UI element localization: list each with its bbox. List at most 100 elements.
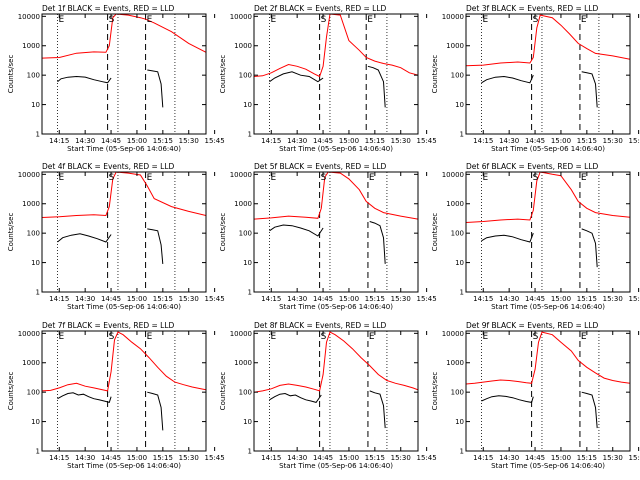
x-tick-label: 15:45 [205, 295, 225, 303]
x-tick-label: 14:15 [473, 137, 493, 145]
x-tick-label: 15:45 [629, 295, 640, 303]
x-tick-label: 15:15 [153, 454, 173, 462]
time-marker-label: S [321, 173, 327, 183]
x-tick-label: 15:00 [339, 295, 359, 303]
y-tick-label: 1 [460, 448, 464, 456]
events-series-line [147, 69, 164, 108]
y-tick-label: 1000 [234, 359, 252, 367]
x-tick-label: 14:30 [75, 454, 95, 462]
x-tick-label: 14:15 [261, 295, 281, 303]
x-tick-label: 15:45 [629, 454, 640, 462]
y-tick-label: 100 [239, 72, 252, 80]
y-axis-label: Counts/sec [219, 213, 227, 252]
plot-series [466, 14, 630, 108]
x-tick-label: 14:45 [313, 295, 333, 303]
x-tick-label: 15:45 [205, 454, 225, 462]
y-tick-label: 1 [460, 131, 464, 139]
x-axis-label: Start Time (05-Sep-06 14:06:40) [67, 303, 181, 311]
x-tick-label: 15:30 [179, 454, 199, 462]
x-tick-label: 14:15 [49, 137, 69, 145]
x-tick-label: 15:00 [551, 295, 571, 303]
y-tick-label: 100 [451, 230, 464, 238]
time-marker-label: S [109, 15, 115, 25]
time-marker-label: E [271, 173, 277, 183]
x-tick-label: 15:00 [127, 295, 147, 303]
time-marker-label: S [533, 332, 539, 342]
y-axis-label: Counts/sec [431, 213, 439, 252]
time-marker-label: E [369, 332, 375, 342]
y-tick-label: 1000 [22, 359, 40, 367]
events-series-line [367, 65, 386, 108]
x-tick-label: 15:00 [339, 454, 359, 462]
x-tick-label: 14:30 [287, 295, 307, 303]
time-marker-label: E [271, 332, 277, 342]
y-axis-label: Counts/sec [7, 372, 15, 411]
x-tick-label: 15:15 [153, 295, 173, 303]
x-tick-label: 14:45 [313, 137, 333, 145]
y-tick-label: 10000 [230, 171, 252, 179]
x-tick-label: 14:15 [49, 295, 69, 303]
plot-title: Det 3f BLACK = Events, RED = LLD [466, 4, 599, 13]
detector-plot-5: Det 5f BLACK = Events, RED = LLD S E E 14:15… [219, 162, 437, 311]
x-tick-label: 15:45 [417, 295, 437, 303]
plot-frame [253, 330, 419, 452]
lld-series-line [254, 14, 418, 78]
plot-title: Det 7f BLACK = Events, RED = LLD [42, 321, 175, 330]
y-tick-label: 10 [243, 101, 252, 109]
time-marker-label: E [147, 173, 153, 183]
events-series-line [269, 224, 324, 237]
plot-frame [253, 171, 419, 293]
plot-title: Det 2f BLACK = Events, RED = LLD [254, 4, 387, 13]
plot-frame [465, 13, 631, 135]
y-axis-label: Counts/sec [219, 372, 227, 411]
y-tick-label: 100 [451, 389, 464, 397]
y-tick-label: 1 [36, 448, 40, 456]
lld-series-line [466, 172, 630, 223]
plot-title: Det 6f BLACK = Events, RED = LLD [466, 162, 599, 171]
y-tick-label: 100 [27, 72, 40, 80]
x-tick-label: 14:15 [473, 454, 493, 462]
plot-title: Det 9f BLACK = Events, RED = LLD [466, 321, 599, 330]
x-tick-label: 14:45 [525, 454, 545, 462]
time-marker-label: E [59, 332, 65, 342]
y-tick-label: 100 [239, 230, 252, 238]
y-tick-label: 10000 [442, 13, 464, 21]
y-tick-label: 10 [31, 418, 40, 426]
y-axis-label: Counts/sec [7, 213, 15, 252]
plot-frame [465, 330, 631, 452]
detector-plot-3: Det 3f BLACK = Events, RED = LLD S E E 14:15… [431, 4, 640, 153]
plot-series [254, 331, 418, 429]
x-tick-label: 14:30 [499, 295, 519, 303]
events-series-line [369, 221, 386, 264]
y-axis-label: Counts/sec [7, 55, 15, 94]
x-tick-label: 14:15 [473, 295, 493, 303]
lld-series-line [254, 172, 418, 220]
y-tick-label: 1 [248, 289, 252, 297]
lld-series-line [254, 331, 418, 393]
time-marker-label: E [369, 173, 375, 183]
x-tick-label: 14:15 [261, 137, 281, 145]
y-tick-label: 100 [451, 72, 464, 80]
x-tick-label: 15:45 [417, 137, 437, 145]
events-series-line [481, 74, 534, 84]
y-tick-label: 10000 [18, 171, 40, 179]
x-tick-label: 15:30 [179, 137, 199, 145]
detector-plot-2: Det 2f BLACK = Events, RED = LLD S E E 14:15… [219, 4, 437, 153]
y-tick-label: 10000 [18, 330, 40, 338]
plot-frame [253, 13, 419, 135]
plot-title: Det 8f BLACK = Events, RED = LLD [254, 321, 387, 330]
plot-title: Det 1f BLACK = Events, RED = LLD [42, 4, 175, 13]
time-marker-label: E [367, 15, 373, 25]
x-axis-label: Start Time (05-Sep-06 14:06:40) [491, 145, 605, 153]
lld-series-line [466, 14, 630, 67]
plot-title: Det 4f BLACK = Events, RED = LLD [42, 162, 175, 171]
y-tick-label: 100 [27, 389, 40, 397]
plot-series [466, 331, 630, 429]
x-tick-label: 15:00 [339, 137, 359, 145]
events-series-line [57, 233, 112, 243]
events-series-line [147, 391, 164, 431]
x-tick-label: 15:15 [365, 137, 385, 145]
time-marker-label: E [147, 15, 153, 25]
x-axis-label: Start Time (05-Sep-06 14:06:40) [279, 303, 393, 311]
